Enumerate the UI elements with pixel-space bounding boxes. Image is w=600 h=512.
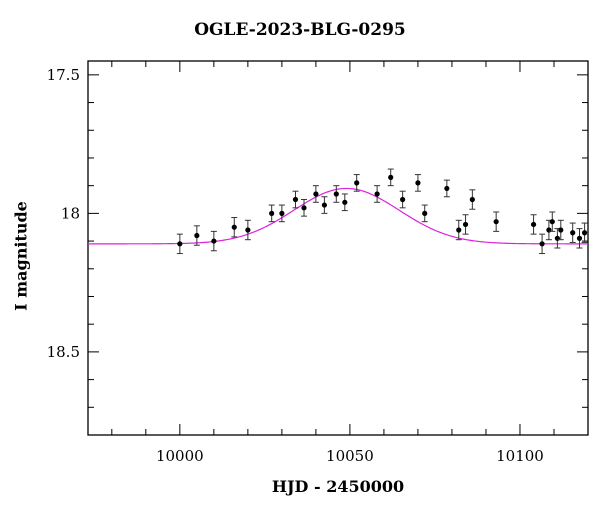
data-marker xyxy=(292,196,299,203)
data-marker xyxy=(549,219,555,225)
data-marker xyxy=(493,219,499,225)
data-point xyxy=(414,174,421,192)
data-point xyxy=(353,174,360,192)
data-marker xyxy=(462,221,469,228)
data-marker xyxy=(194,232,200,239)
x-axis-label: HJD - 2450000 xyxy=(271,477,405,496)
model-curve xyxy=(88,187,588,245)
x-tick-label: 10050 xyxy=(326,447,374,465)
y-tick-label: 18 xyxy=(61,204,80,222)
data-marker xyxy=(558,227,564,233)
data-point xyxy=(292,190,299,209)
data-marker xyxy=(333,191,339,197)
data-point xyxy=(210,230,217,252)
y-tick-label: 17.5 xyxy=(47,66,80,84)
data-point xyxy=(576,228,583,249)
y-tick-label: 18.5 xyxy=(47,343,80,361)
data-point xyxy=(421,204,428,223)
model-curve-group xyxy=(88,187,588,245)
data-marker xyxy=(301,205,307,211)
data-point xyxy=(549,211,556,232)
data-marker xyxy=(313,191,319,197)
data-point xyxy=(569,222,576,243)
data-marker xyxy=(342,199,348,205)
plot-frame xyxy=(87,60,589,436)
chart-title: OGLE-2023-BLG-0295 xyxy=(194,20,406,40)
x-tick-label: 10100 xyxy=(496,447,544,465)
data-marker xyxy=(444,185,450,192)
data-point xyxy=(244,219,251,241)
data-marker xyxy=(245,227,251,233)
data-marker xyxy=(374,191,380,197)
data-marker xyxy=(354,180,360,186)
data-marker xyxy=(177,241,183,247)
data-point xyxy=(469,189,476,210)
data-point xyxy=(312,185,319,203)
data-point xyxy=(455,219,462,241)
data-marker xyxy=(539,241,545,247)
data-point xyxy=(231,217,238,238)
axis-ticks xyxy=(88,61,589,436)
data-point xyxy=(278,204,285,223)
data-marker xyxy=(469,196,475,203)
data-point xyxy=(557,219,564,241)
data-point xyxy=(193,225,200,246)
data-marker xyxy=(456,227,462,233)
data-marker xyxy=(422,210,428,216)
data-marker xyxy=(279,210,285,216)
data-point xyxy=(581,222,588,243)
data-marker xyxy=(400,196,406,203)
data-point xyxy=(176,233,183,255)
data-point xyxy=(539,233,546,255)
data-point xyxy=(462,214,469,235)
data-point xyxy=(268,204,275,223)
data-point xyxy=(374,185,381,203)
data-marker xyxy=(388,174,394,180)
data-marker xyxy=(231,224,237,230)
data-marker xyxy=(415,180,421,186)
data-point xyxy=(300,199,307,217)
axis-tick-labels: 10000 10050 10100 17.5 18 18.5 xyxy=(47,66,544,465)
data-point xyxy=(333,185,340,203)
data-point xyxy=(321,196,328,214)
data-marker xyxy=(576,235,583,241)
data-marker xyxy=(321,202,327,208)
x-tick-label: 10000 xyxy=(156,447,204,465)
data-point xyxy=(443,179,450,198)
data-point xyxy=(493,211,500,232)
data-marker xyxy=(211,238,217,244)
data-marker xyxy=(530,221,537,228)
data-point xyxy=(530,214,537,235)
data-marker xyxy=(581,230,588,236)
data-points-group xyxy=(176,168,588,255)
data-point xyxy=(387,168,394,187)
data-marker xyxy=(269,210,275,216)
data-point xyxy=(341,193,348,212)
data-point xyxy=(399,190,406,209)
data-marker xyxy=(570,230,576,236)
